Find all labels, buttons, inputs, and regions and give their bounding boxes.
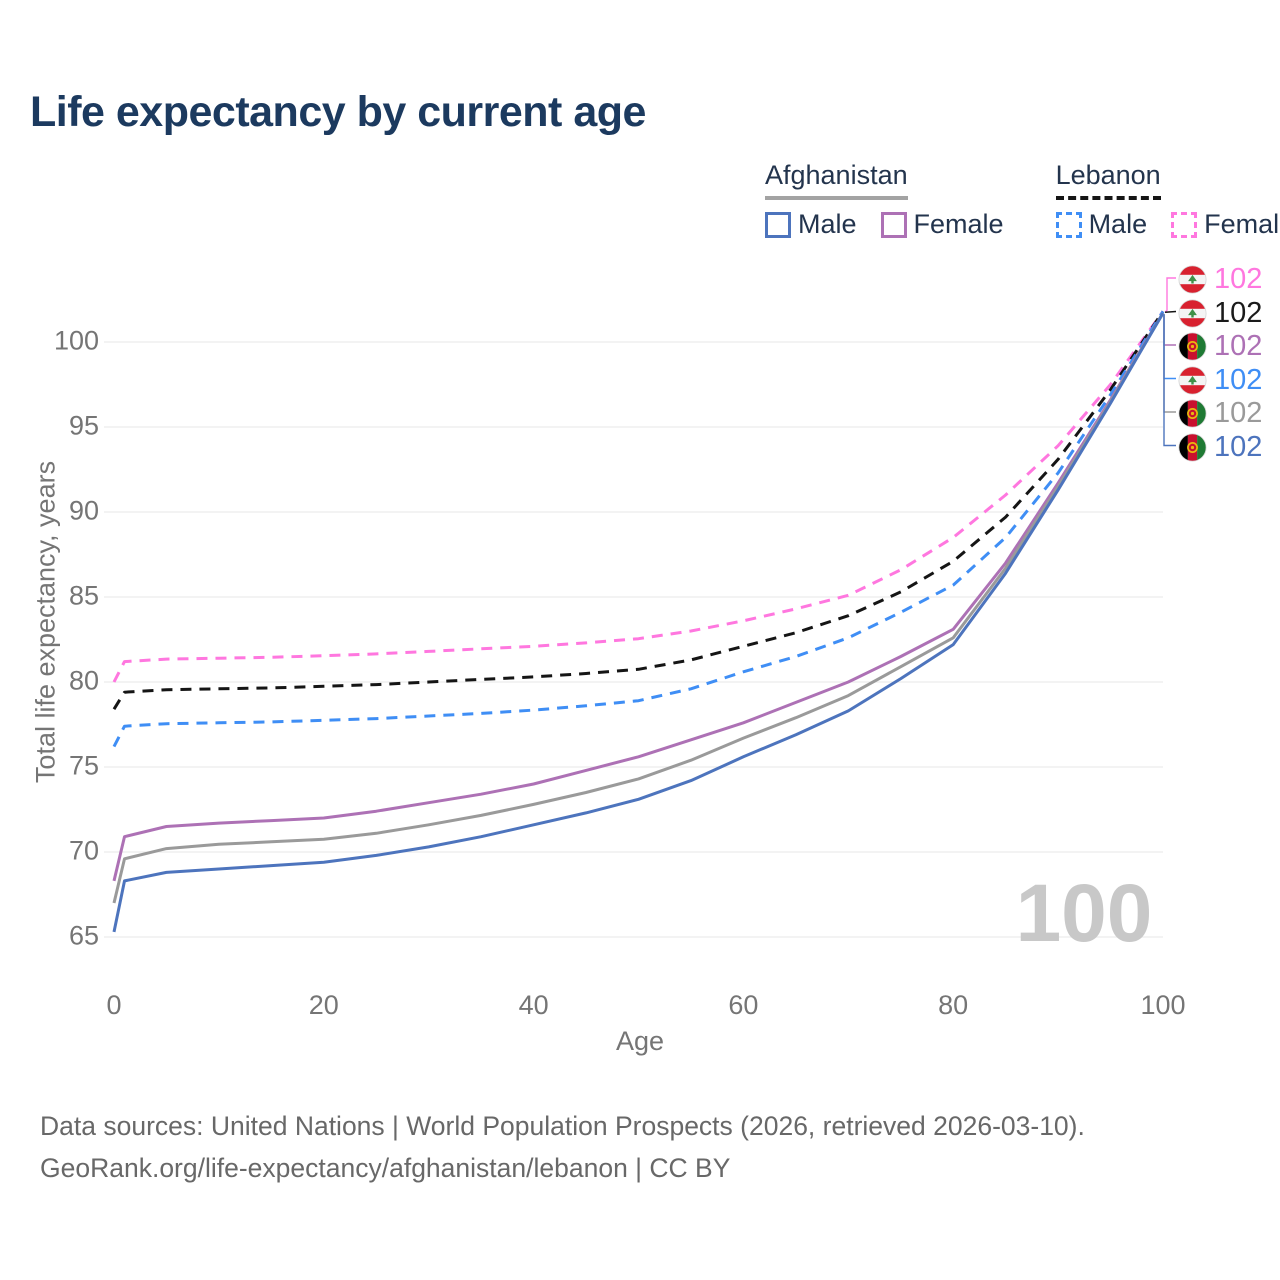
- legend-label: Male: [798, 209, 857, 239]
- x-tick-label: 60: [728, 990, 759, 1020]
- footer: Data sources: United Nations | World Pop…: [40, 1106, 1085, 1190]
- legend-label: Female: [1204, 209, 1280, 239]
- legend-label: Male: [1088, 209, 1148, 239]
- end-label-connector: [1163, 314, 1176, 346]
- legend-item-lebanon-male[interactable]: Male: [1055, 209, 1148, 240]
- series-line-lebanon-both: [112, 310, 1165, 710]
- legend-swatch-lebanon-male: [1055, 211, 1082, 238]
- end-label-value: 102: [1214, 296, 1263, 329]
- legend-country-afghanistan: Afghanistan: [765, 160, 908, 200]
- y-tick-label: 75: [68, 750, 99, 781]
- afghanistan-flag-icon: [1178, 399, 1207, 428]
- legend: Afghanistan Male Female Lebanon Male Fem…: [765, 160, 1280, 240]
- end-label-afghanistan-male: 102: [1178, 431, 1262, 464]
- series-line-afghanistan-both: [112, 312, 1165, 904]
- end-label-value: 102: [1214, 263, 1263, 295]
- end-label-connector: [1163, 314, 1176, 380]
- end-label-connector: [1164, 310, 1177, 313]
- end-label-value: 102: [1214, 330, 1263, 362]
- end-label-lebanon-both: 102: [1178, 297, 1262, 330]
- end-label-lebanon-female: 102: [1178, 263, 1262, 296]
- end-label-afghanistan-female: 102: [1178, 330, 1262, 363]
- end-label-connector: [1163, 314, 1176, 413]
- legend-swatch-afghanistan-male: [765, 211, 791, 238]
- y-tick-label: 80: [68, 665, 99, 696]
- x-tick-label: 20: [308, 990, 339, 1020]
- end-label-value: 102: [1214, 363, 1263, 396]
- afghanistan-flag-icon: [1178, 432, 1207, 462]
- x-axis-label: Age: [615, 1026, 665, 1056]
- end-label-value: 102: [1214, 397, 1263, 429]
- legend-group-lebanon: Lebanon Male Female: [1055, 160, 1280, 240]
- series-line-lebanon-female: [112, 310, 1165, 683]
- x-tick-label: 100: [1140, 990, 1186, 1020]
- legend-item-lebanon-female[interactable]: Female: [1171, 209, 1280, 240]
- series-line-afghanistan-female: [112, 312, 1165, 882]
- x-tick-label: 40: [518, 990, 549, 1020]
- age-watermark: 100: [1016, 868, 1153, 959]
- lebanon-flag-icon: [1178, 298, 1207, 328]
- series-line-afghanistan-male: [112, 312, 1165, 933]
- lebanon-flag-icon: [1178, 365, 1207, 395]
- y-tick-label: 90: [68, 495, 99, 526]
- legend-country-lebanon: Lebanon: [1055, 160, 1161, 200]
- afghanistan-flag-icon: [1178, 332, 1207, 361]
- y-tick-label: 100: [53, 325, 99, 356]
- legend-group-afghanistan: Afghanistan Male Female: [765, 160, 1004, 240]
- legend-item-afghanistan-male[interactable]: Male: [765, 209, 857, 240]
- legend-swatch-afghanistan-female: [880, 211, 907, 238]
- y-axis-label: Total life expectancy, years: [30, 460, 61, 784]
- y-tick-label: 70: [68, 835, 99, 866]
- end-label-connector: [1163, 314, 1176, 447]
- lebanon-flag-icon: [1178, 265, 1207, 294]
- legend-label: Female: [913, 209, 1004, 239]
- end-label-connector: [1164, 277, 1176, 313]
- page-title: Life expectancy by current age: [30, 88, 646, 136]
- legend-swatch-lebanon-female: [1171, 211, 1198, 238]
- end-label-value: 102: [1214, 430, 1263, 463]
- end-label-afghanistan-both: 102: [1178, 397, 1262, 430]
- x-tick-label: 0: [106, 990, 122, 1020]
- y-tick-label: 95: [68, 410, 99, 441]
- x-tick-label: 80: [938, 990, 969, 1020]
- end-label-lebanon-male: 102: [1178, 364, 1262, 397]
- legend-item-afghanistan-female[interactable]: Female: [880, 209, 1004, 240]
- y-tick-label: 85: [68, 580, 99, 611]
- series-line-lebanon-male: [112, 310, 1165, 748]
- footer-attribution: GeoRank.org/life-expectancy/afghanistan/…: [40, 1152, 731, 1183]
- footer-sources: Data sources: United Nations | World Pop…: [40, 1111, 1085, 1141]
- y-tick-label: 65: [68, 920, 99, 951]
